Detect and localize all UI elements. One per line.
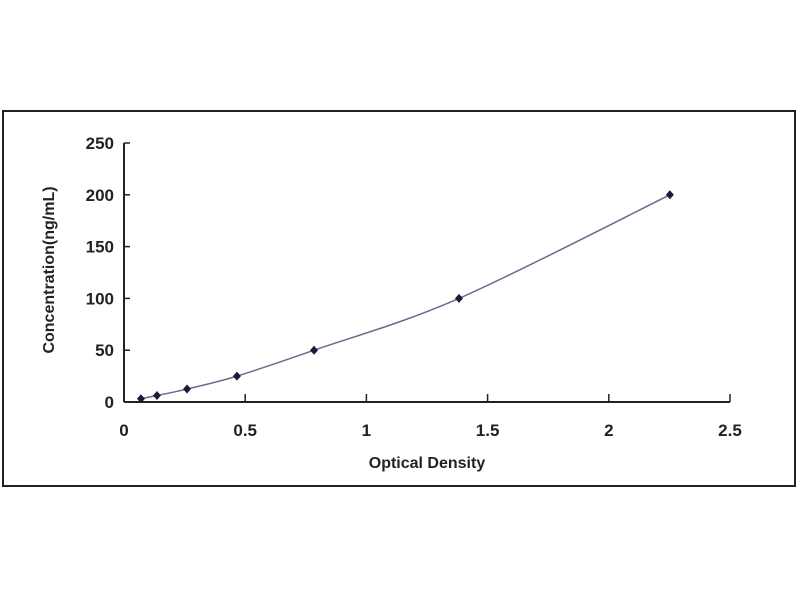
x-axis-label: Optical Density [369, 455, 486, 472]
y-tick-label: 250 [86, 134, 114, 153]
x-tick-label: 0 [119, 421, 128, 440]
data-point [152, 391, 161, 401]
chart-frame [2, 110, 796, 487]
y-axis-label: Concentration(ng/mL) [41, 186, 58, 353]
data-point [454, 293, 463, 303]
x-tick-label: 0.5 [233, 421, 257, 440]
x-tick-label: 1.5 [476, 421, 500, 440]
fit-curve [140, 194, 671, 400]
data-point [232, 371, 241, 381]
y-tick-label: 150 [86, 238, 114, 257]
x-tick-label: 2 [604, 421, 613, 440]
data-point [183, 384, 192, 394]
x-tick-label: 1 [362, 421, 371, 440]
data-point [136, 394, 145, 404]
y-tick-label: 200 [86, 186, 114, 205]
x-tick-label: 2.5 [718, 421, 742, 440]
y-tick-label: 0 [105, 393, 114, 412]
data-point [665, 190, 674, 200]
data-point [310, 345, 319, 355]
y-tick-label: 50 [95, 341, 114, 360]
y-tick-label: 100 [86, 289, 114, 308]
